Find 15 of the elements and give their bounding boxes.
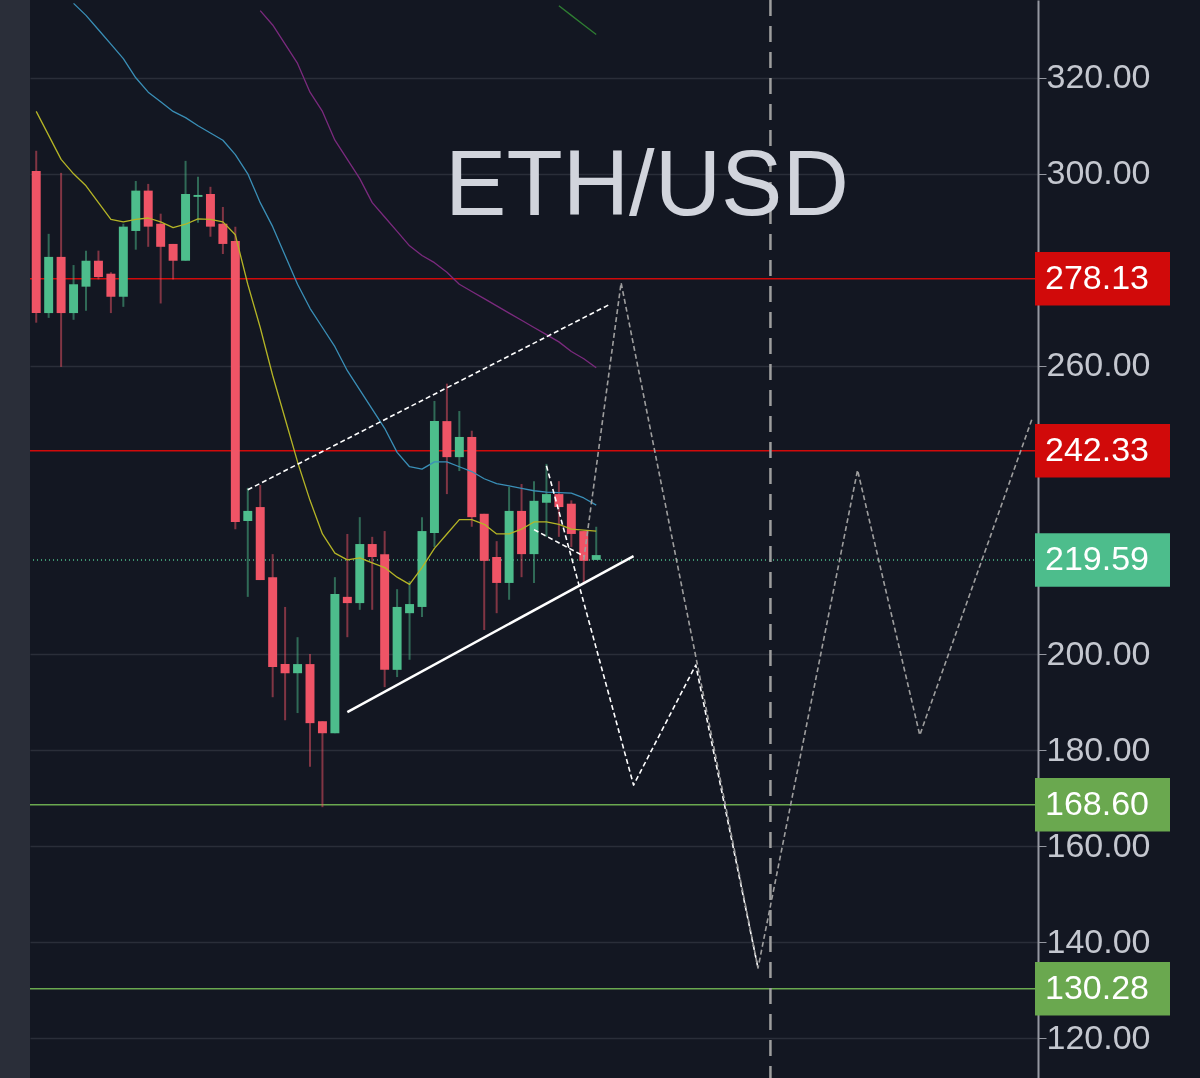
ref-line-label: 219.59 xyxy=(1045,538,1149,577)
y-tick-label: 180.00 xyxy=(1046,729,1151,768)
y-tick-label: 200.00 xyxy=(1046,633,1151,672)
ref-line-label: 168.60 xyxy=(1045,783,1149,822)
y-tick-label: 260.00 xyxy=(1046,345,1151,384)
y-tick-label: 160.00 xyxy=(1046,825,1151,864)
line-series xyxy=(558,5,597,36)
ref-line-label: 242.33 xyxy=(1045,429,1149,468)
y-tick-label: 140.00 xyxy=(1046,921,1151,960)
text: ETH/USD xyxy=(445,131,849,234)
y-tick-label: 300.00 xyxy=(1046,153,1151,192)
ref-line-label: 278.13 xyxy=(1045,257,1149,296)
y-tick-label: 320.00 xyxy=(1046,57,1151,96)
ref-line-label: 130.28 xyxy=(1045,967,1149,1006)
y-tick-label: 120.00 xyxy=(1046,1017,1151,1056)
